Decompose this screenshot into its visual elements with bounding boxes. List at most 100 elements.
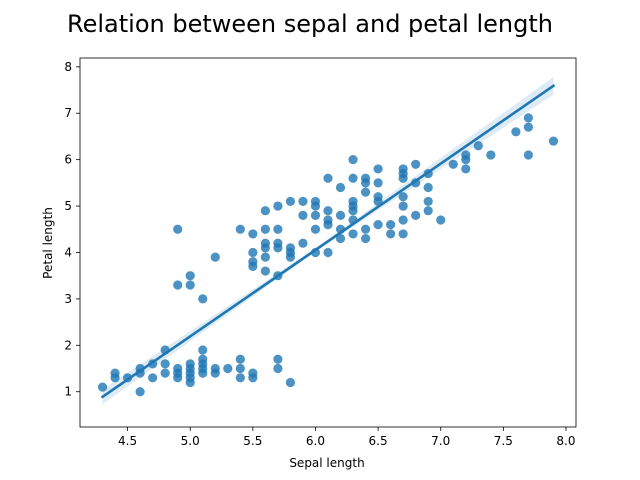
data-point [173, 373, 183, 383]
data-point [273, 354, 283, 364]
data-point [373, 192, 383, 202]
data-point [198, 359, 208, 369]
data-point [273, 201, 283, 211]
data-point [398, 164, 408, 174]
data-point [185, 271, 195, 281]
data-point [235, 354, 245, 364]
data-point [310, 224, 321, 234]
data-point [335, 210, 346, 220]
data-point [285, 196, 296, 207]
y-tick-label: 2 [64, 338, 72, 352]
data-point [411, 210, 421, 220]
data-point [235, 373, 245, 383]
data-point [198, 294, 208, 304]
data-point [473, 141, 483, 151]
y-tick-label: 4 [64, 245, 72, 259]
x-tick-label: 6.5 [369, 434, 388, 448]
data-point [298, 238, 308, 248]
plot-area [97, 77, 559, 405]
data-point [160, 359, 170, 369]
axes: 4.5 5.0 5.5 6.0 6.5 7.0 7.5 8.0 1 2 3 4 5 6 7 8 [64, 57, 577, 448]
data-point [135, 387, 145, 397]
y-tick-label: 1 [64, 385, 72, 399]
data-point [210, 363, 220, 374]
x-tick-label: 8.0 [556, 434, 575, 448]
data-point [260, 252, 270, 262]
data-point [423, 206, 433, 216]
data-point [386, 220, 396, 230]
x-tick-label: 4.5 [118, 434, 137, 448]
data-point [548, 136, 559, 146]
data-point [523, 113, 534, 123]
data-point [360, 173, 371, 183]
data-point [360, 187, 371, 197]
data-point [223, 363, 233, 374]
data-point [423, 182, 433, 193]
chart-title: Relation between sepal and petal length [67, 10, 553, 38]
data-point [260, 206, 270, 216]
data-point [523, 122, 534, 132]
data-point [173, 224, 183, 234]
data-point [298, 196, 308, 207]
regression-line [100, 84, 556, 399]
data-point [173, 280, 183, 290]
data-point [373, 164, 383, 174]
data-point [185, 280, 195, 290]
x-axis-label: Sepal length [289, 456, 364, 470]
data-point [398, 201, 408, 211]
data-point [448, 159, 458, 169]
y-tick-label: 5 [64, 199, 72, 213]
data-point [160, 368, 170, 378]
data-point [173, 363, 183, 374]
data-point [260, 224, 270, 234]
y-axis-label: Petal length [41, 207, 55, 279]
data-point [486, 150, 496, 160]
x-tick-label: 7.5 [494, 434, 513, 448]
data-point [235, 363, 245, 374]
data-point [335, 233, 346, 244]
data-point [335, 182, 346, 193]
data-point [398, 192, 408, 202]
data-point [235, 224, 245, 234]
data-point [360, 233, 371, 244]
data-point [398, 215, 408, 225]
data-point [423, 196, 433, 207]
data-point [310, 196, 321, 207]
data-point [323, 215, 333, 225]
y-tick-label: 3 [64, 292, 72, 306]
data-point [248, 257, 258, 267]
data-point [273, 224, 283, 234]
data-point [323, 173, 333, 183]
data-point [523, 150, 534, 160]
data-point [511, 127, 521, 137]
data-point [348, 155, 358, 165]
data-point [210, 252, 220, 262]
data-point [373, 178, 383, 188]
data-point [273, 363, 283, 374]
data-point [97, 382, 108, 392]
data-point [461, 164, 471, 174]
data-point [285, 243, 296, 253]
data-point [373, 220, 383, 230]
data-point [310, 210, 321, 220]
data-point [298, 210, 308, 220]
plot-frame [79, 57, 577, 428]
x-tick-label: 5.0 [181, 434, 200, 448]
data-point [285, 377, 296, 388]
data-point [148, 373, 158, 383]
y-tick-label: 6 [64, 153, 72, 167]
data-point [248, 368, 258, 378]
data-point [273, 238, 283, 248]
y-tick-label: 7 [64, 106, 72, 120]
data-point [260, 266, 270, 276]
data-point [360, 224, 371, 234]
data-point [185, 359, 195, 369]
data-point [348, 173, 358, 183]
data-point [323, 247, 333, 258]
data-point [461, 150, 471, 160]
data-point [411, 159, 421, 169]
data-point [348, 196, 358, 207]
y-tick-label: 8 [64, 60, 72, 74]
data-point [386, 229, 396, 239]
